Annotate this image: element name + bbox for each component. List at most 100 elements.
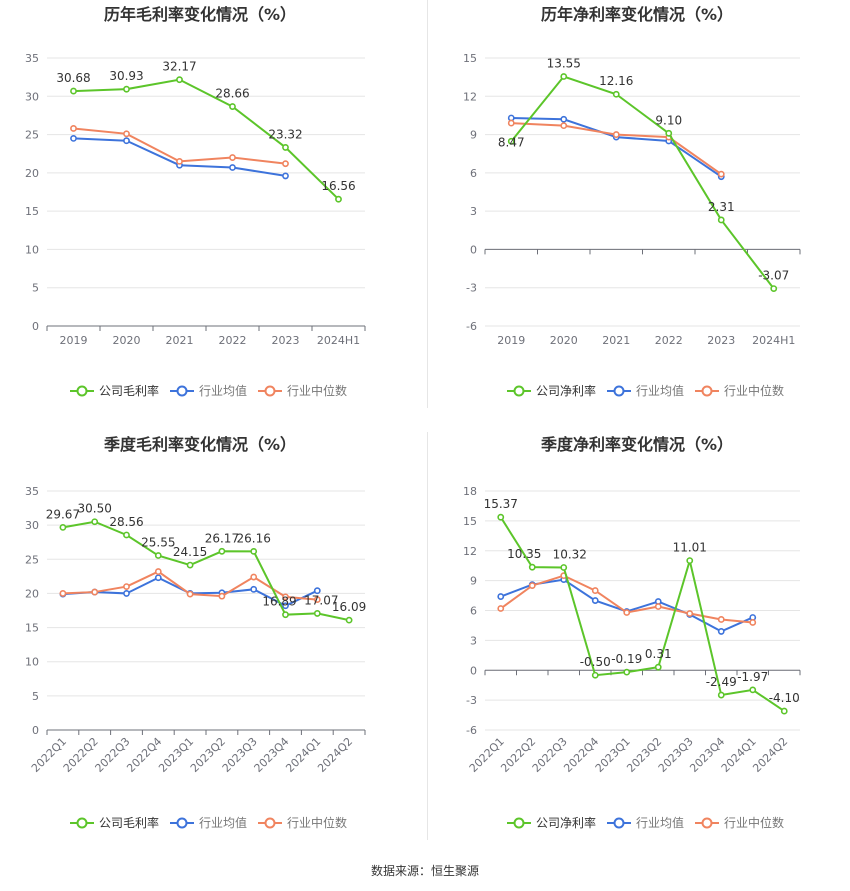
data-point-industry_median	[250, 573, 258, 581]
y-tick-label: -6	[466, 320, 477, 333]
data-label: 24.15	[173, 545, 207, 559]
data-label: 8.47	[498, 135, 525, 149]
y-tick-label: 20	[25, 587, 39, 600]
data-point-industry_avg	[154, 574, 162, 582]
y-tick-label: 3	[470, 634, 477, 647]
legend-label: 公司毛利率	[99, 383, 159, 398]
x-tick-label: 2023	[707, 334, 735, 347]
legend-marker	[513, 817, 525, 829]
y-tick-label: -3	[466, 282, 477, 295]
data-point-industry_avg	[70, 134, 77, 142]
data-point-industry_avg	[229, 164, 236, 171]
legend-item-company: 公司毛利率	[70, 383, 159, 398]
legend-label: 行业中位数	[287, 815, 347, 830]
y-tick-label: 6	[470, 167, 477, 180]
data-label: 10.35	[507, 547, 541, 561]
legend-marker	[613, 817, 625, 829]
data-label: 12.16	[599, 74, 633, 88]
data-point-company	[749, 686, 757, 694]
legend-item-company: 公司净利率	[507, 383, 596, 398]
y-tick-label: 15	[25, 205, 39, 218]
x-tick-label: 2020	[113, 334, 141, 347]
legend-item-industry_median: 行业中位数	[258, 383, 347, 398]
series-line-company	[62, 520, 350, 622]
y-tick-label: 6	[470, 605, 477, 618]
legend-label: 公司净利率	[536, 815, 596, 830]
data-point-company	[313, 610, 321, 617]
data-point-company	[154, 552, 162, 559]
data-point-company	[70, 87, 77, 95]
data-point-industry_avg	[282, 172, 289, 180]
data-point-industry_median	[123, 583, 130, 590]
data-label: 15.37	[484, 497, 518, 511]
data-label: 16.09	[332, 600, 366, 614]
data-point-industry_median	[229, 154, 236, 161]
legend-marker	[76, 385, 88, 397]
data-label: 28.66	[215, 87, 249, 101]
data-label: 23.32	[268, 127, 302, 141]
y-tick-label: 0	[32, 320, 39, 333]
quarterly-net-margin-chart: 季度净利率变化情况（%）-6-303691215182022Q12022Q220…	[463, 435, 801, 830]
data-point-industry_avg	[123, 590, 130, 597]
y-tick-label: 12	[463, 545, 477, 558]
data-point-industry_median	[282, 593, 289, 601]
annual-net-margin-chart: 历年净利率变化情况（%） -6 -3 0 3 6 9 12 15 2019 2020 2021 2022…	[463, 5, 801, 398]
chart-title: 历年毛利率变化情况（%）	[104, 5, 296, 24]
legend-label: 行业均值	[199, 383, 247, 398]
data-source-note: 数据来源：恒生聚源	[370, 864, 479, 878]
data-point-industry_median	[560, 122, 568, 130]
legend-label: 行业均值	[636, 815, 684, 830]
data-point-industry_median	[218, 592, 226, 600]
y-tick-label: 0	[32, 724, 39, 737]
x-tick-label: 2024H1	[317, 334, 360, 347]
data-point-company	[623, 668, 631, 676]
data-point-industry_median	[91, 588, 99, 596]
x-tick-label: 2019	[60, 334, 88, 347]
legend-marker	[76, 817, 88, 829]
legend-marker	[513, 385, 525, 397]
data-point-industry_median	[186, 590, 194, 598]
data-point-company	[91, 518, 99, 526]
vertical-divider-bottom	[427, 432, 428, 840]
x-tick-label: 2024Q2	[315, 735, 355, 775]
data-label: -4.10	[769, 691, 800, 705]
annual-gross-margin-chart: 历年毛利率变化情况（%） 0 5 10 15 20 25 30 35 2019 2020 2021 20…	[25, 5, 366, 398]
data-point-company	[654, 663, 662, 671]
data-label: 29.67	[46, 507, 80, 521]
legend-label: 行业均值	[199, 815, 247, 830]
chart-title: 历年净利率变化情况（%）	[541, 5, 733, 24]
data-point-industry_median	[497, 605, 505, 612]
data-point-company	[345, 616, 353, 624]
legend-marker	[701, 817, 713, 829]
y-tick-label: 9	[470, 129, 477, 142]
data-label: 10.32	[553, 547, 587, 561]
vertical-divider	[427, 0, 428, 408]
x-tick-label: 2023	[272, 334, 300, 347]
data-label: 26.17	[205, 531, 239, 545]
y-tick-label: 25	[25, 553, 39, 566]
x-tick-label: 2022	[655, 334, 683, 347]
y-tick-label: 10	[25, 656, 39, 669]
y-tick-label: 0	[470, 664, 477, 677]
legend-label: 公司净利率	[536, 383, 596, 398]
y-tick-label: 20	[25, 167, 39, 180]
legend-marker	[701, 385, 713, 397]
series-line-industry_avg	[500, 578, 754, 633]
legend-item-industry_avg: 行业均值	[607, 383, 684, 398]
data-point-industry_avg	[560, 115, 568, 123]
legend-marker	[176, 817, 188, 829]
x-tick-label: 2020	[550, 334, 578, 347]
x-tick-label: 2024Q2	[750, 735, 790, 775]
data-point-industry_median	[612, 131, 620, 138]
data-point-company	[560, 564, 568, 571]
series-line-company	[73, 78, 340, 200]
legend-item-industry_avg: 行业均值	[170, 383, 247, 398]
legend-marker	[176, 385, 188, 397]
legend-label: 行业中位数	[724, 815, 784, 830]
legend-item-industry_avg: 行业均值	[607, 815, 684, 830]
data-point-industry_median	[654, 603, 662, 610]
y-tick-label: 5	[32, 282, 39, 295]
data-label: 0.31	[645, 647, 672, 661]
data-point-company	[282, 144, 289, 151]
data-point-industry_median	[176, 157, 183, 165]
